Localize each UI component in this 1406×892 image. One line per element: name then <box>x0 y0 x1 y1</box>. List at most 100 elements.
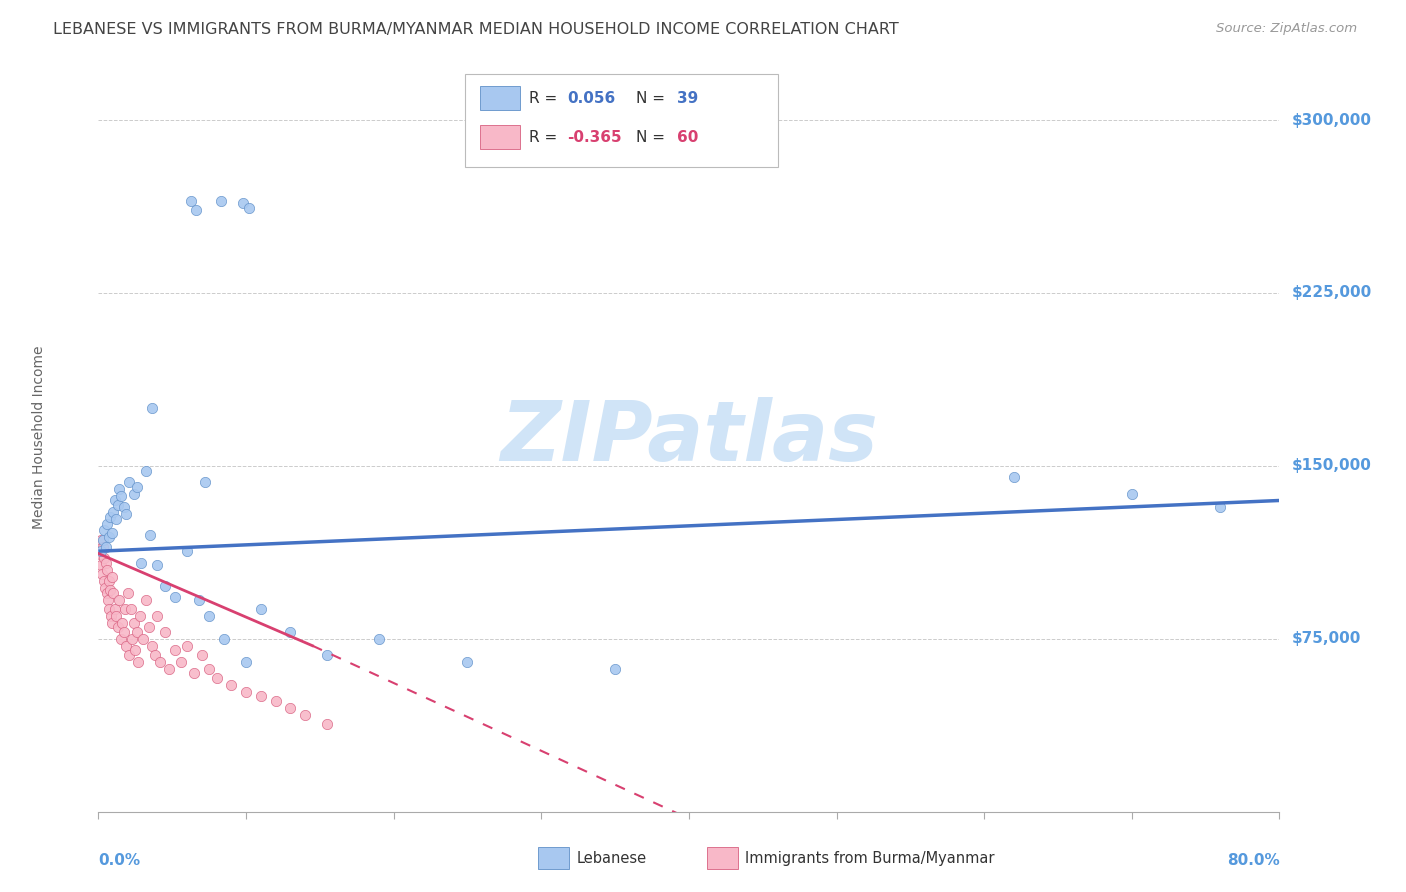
Point <box>121 632 143 646</box>
Point <box>221 678 243 692</box>
Point <box>316 717 339 731</box>
Point <box>107 620 129 634</box>
Text: 0.0%: 0.0% <box>98 854 141 868</box>
Text: $150,000: $150,000 <box>1291 458 1371 474</box>
Point <box>114 602 136 616</box>
Point <box>316 648 339 662</box>
Point <box>118 475 141 489</box>
Text: 80.0%: 80.0% <box>1226 854 1279 868</box>
Point <box>205 671 228 685</box>
Point <box>93 524 115 538</box>
FancyBboxPatch shape <box>464 74 778 168</box>
Point <box>89 547 111 561</box>
Point <box>605 662 627 676</box>
Point <box>1121 486 1143 500</box>
Point <box>96 516 118 531</box>
Point <box>98 602 121 616</box>
Point <box>122 486 145 500</box>
Text: -0.365: -0.365 <box>567 130 621 145</box>
Point <box>198 608 221 623</box>
Point <box>127 655 149 669</box>
Point <box>117 585 139 599</box>
Point <box>107 498 129 512</box>
Point <box>125 480 148 494</box>
Point <box>112 500 135 515</box>
Point <box>90 558 112 572</box>
Text: N =: N = <box>636 91 669 106</box>
Point <box>100 525 122 540</box>
FancyBboxPatch shape <box>479 87 520 111</box>
Text: R =: R = <box>530 91 562 106</box>
Point <box>153 624 176 639</box>
Text: Lebanese: Lebanese <box>576 851 647 865</box>
Text: LEBANESE VS IMMIGRANTS FROM BURMA/MYANMAR MEDIAN HOUSEHOLD INCOME CORRELATION CH: LEBANESE VS IMMIGRANTS FROM BURMA/MYANMA… <box>53 22 900 37</box>
Point <box>1209 500 1232 515</box>
Point <box>128 608 150 623</box>
FancyBboxPatch shape <box>479 126 520 149</box>
Point <box>235 685 257 699</box>
Point <box>157 662 180 676</box>
Point <box>93 551 115 566</box>
Point <box>198 662 221 676</box>
Point <box>103 585 125 599</box>
Point <box>101 615 124 630</box>
Point <box>135 463 157 477</box>
Point <box>108 592 131 607</box>
Text: 39: 39 <box>678 91 699 106</box>
Point <box>98 583 121 598</box>
Text: 0.056: 0.056 <box>567 91 616 106</box>
Point <box>104 602 127 616</box>
Point <box>191 648 214 662</box>
Point <box>165 643 187 657</box>
Point <box>194 475 217 489</box>
Point <box>143 648 166 662</box>
Point <box>91 540 114 554</box>
Point <box>183 666 205 681</box>
Point <box>146 558 169 572</box>
Point <box>232 196 254 211</box>
Point <box>176 639 198 653</box>
Point <box>176 544 198 558</box>
Point <box>280 701 302 715</box>
Text: $75,000: $75,000 <box>1291 632 1361 647</box>
Point <box>93 574 115 589</box>
Point <box>91 567 114 582</box>
Point <box>111 615 134 630</box>
Point <box>90 533 112 547</box>
Point <box>104 493 127 508</box>
Point <box>110 489 132 503</box>
Point <box>170 655 193 669</box>
Point <box>97 574 120 589</box>
Text: Median Household Income: Median Household Income <box>32 345 46 529</box>
Point <box>125 624 148 639</box>
Point <box>97 592 120 607</box>
Point <box>457 655 479 669</box>
Point <box>146 608 169 623</box>
Point <box>90 544 112 558</box>
Point <box>1002 470 1025 484</box>
Text: 60: 60 <box>678 130 699 145</box>
Point <box>139 528 162 542</box>
Text: Immigrants from Burma/Myanmar: Immigrants from Burma/Myanmar <box>745 851 994 865</box>
Point <box>294 707 316 722</box>
Point <box>235 655 257 669</box>
Point <box>165 591 187 605</box>
Point <box>115 508 138 522</box>
Text: Source: ZipAtlas.com: Source: ZipAtlas.com <box>1216 22 1357 36</box>
Text: $225,000: $225,000 <box>1291 285 1371 301</box>
Point <box>112 624 135 639</box>
Point <box>184 202 207 217</box>
Point <box>96 563 118 577</box>
Point <box>118 648 141 662</box>
Point <box>250 690 273 704</box>
Point <box>100 608 122 623</box>
Point <box>209 194 232 208</box>
Point <box>94 581 117 595</box>
Point <box>97 530 120 544</box>
Point <box>91 533 114 547</box>
Point <box>212 632 235 646</box>
Point <box>98 509 121 524</box>
Point <box>124 643 146 657</box>
Point <box>108 482 131 496</box>
Point <box>122 615 145 630</box>
